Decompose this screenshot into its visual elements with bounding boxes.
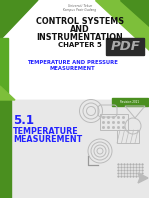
- Text: MEASUREMENT: MEASUREMENT: [49, 67, 95, 71]
- Text: AND: AND: [70, 25, 90, 33]
- Text: Universiti Tekun: Universiti Tekun: [68, 4, 92, 8]
- Text: INSTRUMENTATION: INSTRUMENTATION: [37, 32, 123, 42]
- Text: 5.1: 5.1: [13, 113, 34, 127]
- Polygon shape: [120, 0, 149, 26]
- Bar: [117, 130, 139, 143]
- Bar: [100, 114, 128, 130]
- Text: Revision 2021: Revision 2021: [120, 100, 140, 104]
- Text: CONTROL SYSTEMS: CONTROL SYSTEMS: [36, 16, 124, 26]
- Polygon shape: [138, 173, 148, 183]
- Polygon shape: [0, 0, 38, 40]
- Polygon shape: [95, 0, 149, 50]
- Text: CHAPTER 5: CHAPTER 5: [58, 42, 102, 48]
- Text: PDF: PDF: [111, 41, 140, 53]
- Text: Kampus Pasir Gudang: Kampus Pasir Gudang: [63, 8, 97, 12]
- Text: TEMPERATURE AND PRESSURE: TEMPERATURE AND PRESSURE: [27, 61, 117, 66]
- Bar: [0, 0, 149, 100]
- Bar: [0, 100, 149, 198]
- Text: MEASUREMENT: MEASUREMENT: [13, 135, 82, 145]
- FancyBboxPatch shape: [107, 38, 145, 55]
- Bar: [112, 98, 148, 106]
- Bar: [11, 100, 149, 198]
- Polygon shape: [0, 86, 15, 100]
- Bar: [0, 38, 8, 100]
- Bar: [0, 100, 11, 198]
- Text: TEMPERATURE: TEMPERATURE: [13, 127, 79, 135]
